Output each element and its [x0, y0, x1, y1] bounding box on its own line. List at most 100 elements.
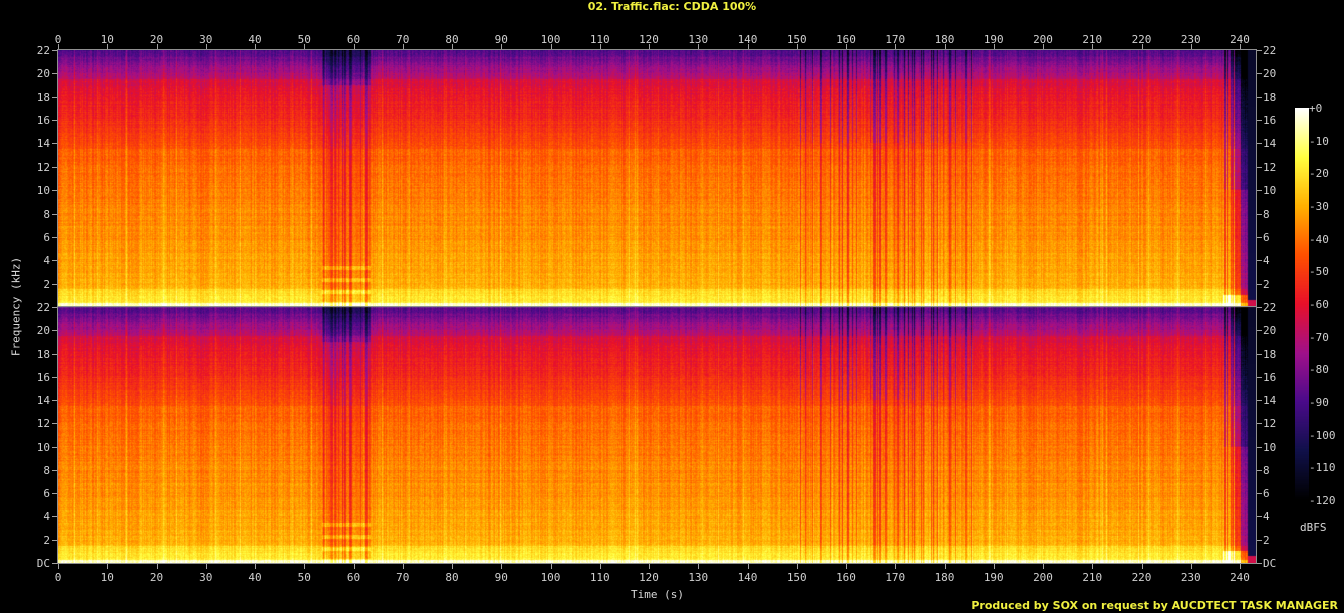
y-tick-label-upper-left: 14 — [36, 137, 50, 151]
x-tick-mark — [796, 44, 798, 49]
x-tick-mark — [402, 44, 404, 49]
y-tick-label-lower-right: 4 — [1263, 510, 1270, 524]
y-tick-label-lower-right: 14 — [1263, 394, 1277, 408]
x-tick-mark — [353, 564, 355, 569]
x-tick-label-top: 40 — [248, 33, 262, 46]
y-tick-mark — [1257, 493, 1262, 495]
x-tick-label-top: 210 — [1082, 33, 1103, 46]
y-tick-mark — [1257, 50, 1262, 51]
x-tick-label-bottom: 60 — [346, 571, 361, 584]
x-tick-label-top: 150 — [786, 33, 807, 46]
y-tick-mark — [1257, 307, 1262, 308]
x-tick-mark — [107, 44, 109, 49]
y-tick-mark — [52, 563, 57, 564]
y-tick-mark — [52, 469, 57, 471]
y-tick-label-upper-right: 2 — [1263, 277, 1270, 291]
x-tick-mark — [353, 44, 355, 49]
x-tick-mark — [205, 44, 207, 49]
y-tick-label-lower-right: 10 — [1263, 440, 1277, 454]
y-tick-label-upper-left: 10 — [36, 184, 50, 198]
y-tick-mark — [52, 236, 57, 238]
y-tick-label-lower-left: 22 — [36, 301, 50, 314]
x-tick-label-top: 130 — [688, 33, 709, 46]
y-tick-label-upper-left: 20 — [36, 67, 50, 81]
y-tick-mark — [1257, 330, 1262, 332]
y-tick-mark — [1257, 376, 1262, 378]
y-tick-label-lower-left: DC — [36, 557, 50, 570]
y-tick-mark — [52, 213, 57, 215]
y-tick-mark — [52, 143, 57, 145]
x-tick-label-bottom: 120 — [639, 571, 659, 584]
y-tick-label-upper-right: 10 — [1263, 184, 1277, 198]
x-tick-mark — [599, 564, 601, 569]
y-tick-label-upper-right: 14 — [1263, 137, 1277, 151]
x-axis-label: Time (s) — [631, 588, 684, 601]
x-tick-label-bottom: 200 — [1033, 571, 1053, 584]
colorbar-tick-label: -100 — [1309, 428, 1336, 442]
y-tick-label-upper-right: 18 — [1263, 90, 1277, 104]
y-tick-label-lower-right: 12 — [1263, 417, 1277, 431]
y-tick-label-lower-right: 8 — [1263, 463, 1270, 477]
y-tick-mark — [52, 120, 57, 122]
x-tick-mark — [1240, 564, 1241, 569]
x-tick-mark — [649, 44, 650, 49]
y-tick-mark — [52, 539, 57, 541]
y-tick-mark — [52, 330, 57, 332]
x-tick-mark — [944, 564, 946, 569]
y-tick-label-upper-left: 22 — [36, 44, 50, 57]
x-tick-mark — [747, 564, 749, 569]
x-tick-label-top: 230 — [1180, 33, 1201, 46]
y-tick-label-upper-right: 4 — [1263, 254, 1270, 268]
y-tick-mark — [52, 353, 57, 355]
x-tick-mark — [156, 44, 158, 49]
y-tick-mark — [1257, 539, 1262, 541]
chart-title: 02. Traffic.flac: CDDA 100% — [587, 0, 757, 13]
y-tick-mark — [1257, 446, 1262, 448]
x-tick-label-top: 30 — [199, 33, 213, 46]
x-tick-label-top: 70 — [396, 33, 410, 46]
x-tick-mark — [796, 564, 798, 569]
y-tick-mark — [52, 376, 57, 378]
x-tick-label-bottom: 100 — [540, 571, 561, 584]
y-tick-mark — [52, 260, 57, 262]
y-tick-label-lower-left: 14 — [36, 394, 50, 408]
x-tick-mark — [58, 44, 59, 49]
y-tick-label-lower-left: 4 — [43, 510, 50, 524]
y-tick-label-lower-right: 6 — [1263, 487, 1270, 501]
y-tick-label-lower-right: 22 — [1263, 301, 1277, 314]
y-tick-mark — [52, 166, 57, 168]
x-tick-label-top: 60 — [346, 33, 361, 46]
y-tick-mark — [52, 190, 57, 192]
plot-frame-lower — [57, 306, 1257, 564]
y-tick-label-lower-left: 20 — [36, 324, 50, 338]
x-tick-label-bottom: 70 — [396, 571, 410, 584]
x-tick-mark — [107, 564, 109, 569]
x-tick-mark — [698, 564, 700, 569]
y-tick-label-upper-left: 18 — [36, 90, 50, 104]
x-tick-mark — [205, 564, 207, 569]
x-tick-label-top: 180 — [934, 33, 955, 46]
x-tick-mark — [1190, 44, 1192, 49]
x-tick-mark — [944, 44, 946, 49]
y-tick-mark — [1257, 283, 1262, 285]
y-tick-label-upper-left: 6 — [43, 230, 50, 244]
y-axis-label: Frequency (kHz) — [9, 256, 23, 357]
x-tick-mark — [846, 564, 847, 569]
x-tick-label-bottom: 190 — [983, 571, 1004, 584]
y-tick-label-upper-right: 12 — [1263, 160, 1277, 174]
y-tick-mark — [52, 307, 57, 308]
x-tick-label-top: 0 — [54, 33, 62, 46]
colorbar-tick-label: -70 — [1309, 330, 1329, 344]
x-tick-label-top: 10 — [100, 33, 114, 46]
x-tick-mark — [1190, 564, 1192, 569]
x-tick-label-bottom: 80 — [445, 571, 459, 584]
y-tick-label-lower-left: 18 — [36, 347, 50, 361]
y-tick-mark — [52, 423, 57, 425]
x-tick-label-bottom: 240 — [1230, 571, 1250, 584]
y-tick-mark — [52, 96, 57, 98]
y-tick-label-upper-left: 2 — [43, 277, 50, 291]
y-tick-mark — [1257, 73, 1262, 75]
y-tick-label-lower-right: 16 — [1263, 370, 1277, 384]
x-tick-label-top: 120 — [639, 33, 659, 46]
y-tick-label-upper-right: 16 — [1263, 114, 1277, 128]
